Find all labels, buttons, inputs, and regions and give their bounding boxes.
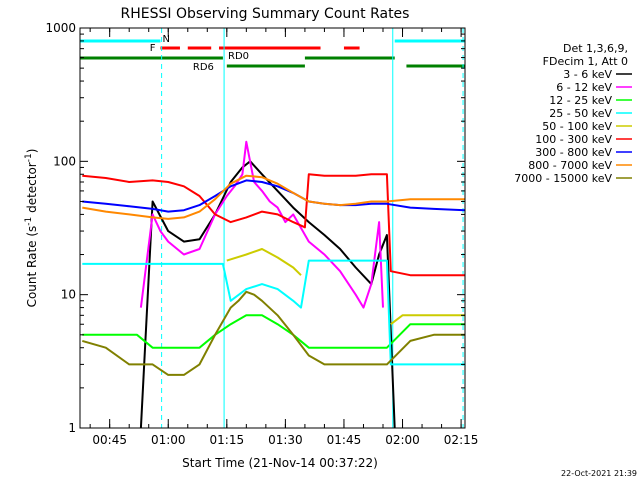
legend-header-line: Det 1,3,6,9, bbox=[563, 42, 628, 55]
legend-entry-label: 3 - 6 keV bbox=[563, 68, 612, 81]
flag-label-f: F bbox=[150, 43, 156, 54]
y-tick-label: 100 bbox=[53, 154, 76, 168]
series-layer bbox=[82, 140, 466, 429]
flag-label-rd6: RD6 bbox=[193, 62, 214, 73]
footer-timestamp: 22-Oct-2021 21:39 bbox=[561, 469, 637, 478]
x-tick-label: 02:15 bbox=[444, 433, 479, 447]
x-tick-label: 00:45 bbox=[92, 433, 127, 447]
legend-entry-label: 12 - 25 keV bbox=[549, 94, 612, 107]
legend-entry-label: 6 - 12 keV bbox=[556, 81, 612, 94]
series-line-8 bbox=[82, 290, 465, 376]
x-axis-label: Start Time (21-Nov-14 00:37:22) bbox=[182, 456, 378, 470]
legend-entry-label: 50 - 100 keV bbox=[542, 120, 612, 133]
chart-title: RHESSI Observing Summary Count Rates bbox=[121, 6, 410, 22]
x-tick-label: 01:00 bbox=[151, 433, 186, 447]
x-axis: 00:45 01:00 01:15 01:30 01:45 02:00 02:15 bbox=[89, 28, 479, 447]
legend-header-line: FDecim 1, Att 0 bbox=[543, 55, 628, 68]
flag-bars: NF RD0 RD6 bbox=[80, 34, 465, 73]
legend-entry-label: 7000 - 15000 keV bbox=[514, 172, 612, 185]
series-line-4 bbox=[226, 248, 302, 276]
y-tick-label: 1 bbox=[68, 421, 76, 435]
legend-entry-label: 100 - 300 keV bbox=[535, 133, 612, 146]
y-tick-label: 10 bbox=[61, 288, 76, 302]
series-line-5 bbox=[82, 173, 465, 277]
flag-label-n: N bbox=[163, 34, 170, 45]
plot-frame bbox=[79, 27, 466, 429]
x-tick-label: 01:45 bbox=[327, 433, 362, 447]
series-line-4 bbox=[390, 314, 465, 325]
y-tick-label: 1000 bbox=[45, 21, 76, 35]
legend-entry-label: 300 - 800 keV bbox=[535, 146, 612, 159]
x-tick-label: 01:30 bbox=[268, 433, 303, 447]
legend-entry-label: 800 - 7000 keV bbox=[528, 159, 612, 172]
series-line-6 bbox=[82, 179, 466, 213]
x-tick-label: 02:00 bbox=[385, 433, 420, 447]
series-line-0 bbox=[139, 160, 396, 429]
series-line-2 bbox=[82, 314, 465, 349]
vertical-markers bbox=[161, 28, 464, 428]
flag-label-rd0: RD0 bbox=[228, 51, 249, 62]
series-line-3 bbox=[82, 259, 465, 366]
y-axis: 1 10 100 1000 bbox=[45, 21, 465, 435]
y-axis-label: Count Rate (s-1 detector-1) bbox=[24, 149, 39, 308]
x-tick-label: 01:15 bbox=[210, 433, 245, 447]
legend-entry-label: 25 - 50 keV bbox=[549, 107, 612, 120]
series-line-7 bbox=[82, 174, 465, 220]
series-line-1 bbox=[139, 140, 384, 309]
